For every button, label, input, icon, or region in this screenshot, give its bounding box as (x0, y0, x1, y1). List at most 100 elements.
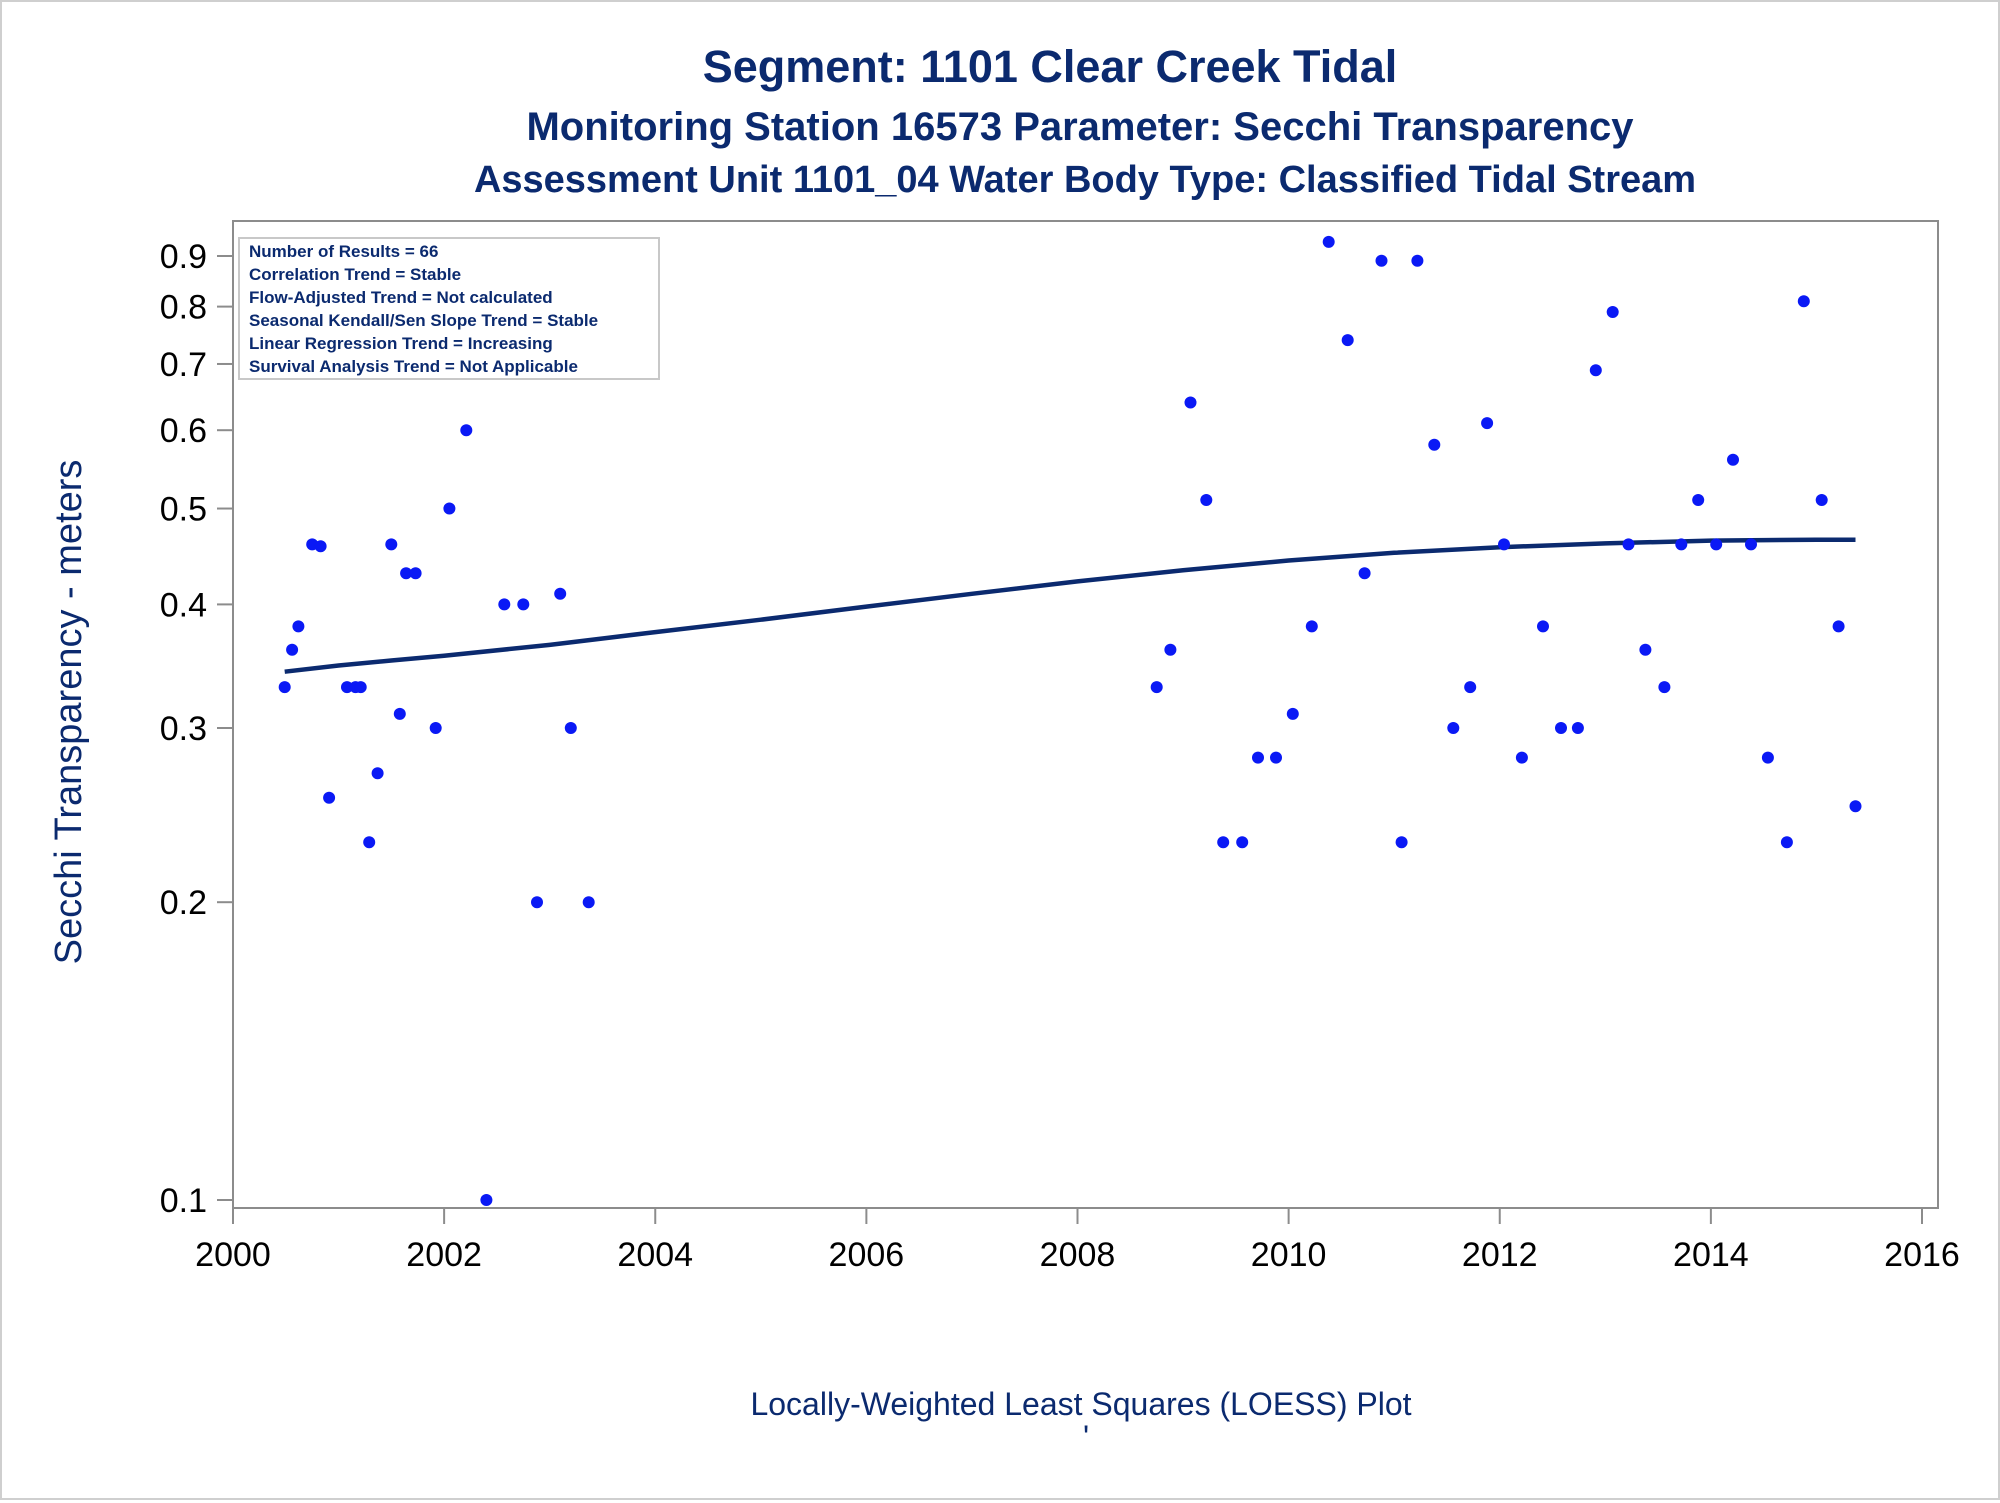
data-point (1164, 643, 1177, 656)
data-point (1358, 567, 1371, 580)
data-point (531, 896, 543, 909)
stats-box: Number of Results = 66 Correlation Trend… (238, 237, 660, 380)
y-tick-label: 0.5 (160, 491, 207, 529)
data-point (1150, 681, 1163, 694)
x-tick-label: 2012 (1462, 1236, 1538, 1274)
data-point (1498, 538, 1510, 551)
data-point (1658, 681, 1671, 694)
data-point (1692, 494, 1705, 506)
data-point (1305, 620, 1318, 633)
data-point (1571, 722, 1584, 734)
plot-footnote-mark: ' (1083, 1419, 1089, 1455)
data-point (1675, 538, 1688, 551)
data-point (409, 567, 422, 580)
data-point (286, 643, 299, 656)
data-point (480, 1194, 493, 1206)
y-tick-label: 0.7 (160, 346, 207, 384)
y-tick-label: 0.6 (160, 412, 207, 450)
plot-footnote: Locally-Weighted Least Squares (LOESS) P… (750, 1386, 1411, 1422)
stats-box-border (238, 237, 660, 380)
data-point (1252, 751, 1264, 764)
chart-subtitle-assessment: Assessment Unit 1101_04 Water Body Type:… (474, 159, 1696, 201)
data-point (1481, 417, 1494, 430)
data-point (429, 722, 442, 734)
data-point (1184, 396, 1197, 409)
data-point (498, 598, 511, 611)
data-point (1815, 494, 1828, 506)
stats-linear-regression-trend: Linear Regression Trend = Increasing (249, 334, 553, 353)
y-axis: 0.1 0.2 0.3 0.4 0.5 0.6 0.7 0.8 0.9 (160, 238, 233, 1220)
data-point (323, 791, 336, 804)
data-point (1727, 453, 1739, 466)
chart-title: Segment: 1101 Clear Creek Tidal (703, 41, 1398, 92)
y-tick-label: 0.4 (160, 586, 207, 624)
data-point (1849, 800, 1862, 813)
data-point (564, 722, 577, 734)
data-point (393, 707, 406, 720)
data-point (314, 540, 327, 553)
data-point (1515, 751, 1528, 764)
data-point (1464, 681, 1477, 694)
data-point (1710, 538, 1723, 551)
stats-survival-analysis-trend: Survival Analysis Trend = Not Applicable (249, 357, 578, 376)
data-point (1761, 751, 1774, 764)
y-tick-label: 0.2 (160, 884, 207, 922)
data-point (278, 681, 291, 694)
data-point (1322, 235, 1335, 248)
data-point (1200, 494, 1213, 506)
data-point (1375, 254, 1388, 267)
data-point (1780, 836, 1793, 849)
data-point (1286, 707, 1299, 720)
stats-seasonal-kendall-trend: Seasonal Kendall/Sen Slope Trend = Stabl… (249, 311, 598, 330)
data-point (582, 896, 595, 909)
plot-area (232, 220, 1939, 1209)
data-point (1428, 438, 1441, 451)
data-point (1797, 295, 1810, 308)
data-points (278, 235, 1862, 1206)
stats-number-of-results: Number of Results = 66 (249, 242, 438, 261)
data-point (1447, 722, 1460, 734)
x-tick-label: 2016 (1884, 1236, 1960, 1274)
data-point (517, 598, 530, 611)
data-point (554, 587, 567, 600)
data-point (1745, 538, 1757, 551)
data-point (385, 538, 398, 551)
data-point (1832, 620, 1845, 633)
data-point (363, 836, 376, 849)
y-axis-title: Secchi Transparency - meters (48, 460, 90, 965)
y-tick-label: 0.8 (160, 289, 207, 327)
data-point (1411, 254, 1424, 267)
data-point (341, 681, 353, 694)
data-point (1537, 620, 1549, 633)
x-tick-label: 2002 (406, 1236, 482, 1274)
data-point (1217, 836, 1230, 849)
data-point (371, 767, 384, 780)
x-tick-label: 2014 (1673, 1236, 1749, 1274)
x-tick-label: 2004 (617, 1236, 693, 1274)
data-point (1606, 306, 1619, 318)
data-point (1589, 364, 1602, 377)
y-tick-label: 0.9 (160, 238, 207, 276)
data-point (1236, 836, 1249, 849)
data-point (292, 620, 305, 633)
data-point (1555, 722, 1567, 734)
x-tick-label: 2000 (195, 1236, 271, 1274)
y-tick-label: 0.1 (160, 1182, 207, 1220)
x-tick-label: 2006 (829, 1236, 905, 1274)
data-point (460, 424, 473, 437)
chart-subtitle-station: Monitoring Station 16573 Parameter: Secc… (526, 105, 1634, 149)
data-point (1639, 643, 1652, 656)
data-point (400, 567, 413, 580)
data-point (443, 502, 456, 515)
stats-correlation-trend: Correlation Trend = Stable (249, 265, 461, 284)
y-tick-label: 0.3 (160, 710, 207, 748)
x-axis: 2000 2002 2004 2006 2008 2010 2012 2014 2016 (195, 1208, 1960, 1274)
data-point (1622, 538, 1635, 551)
x-tick-label: 2010 (1251, 1236, 1327, 1274)
data-point (1270, 751, 1282, 764)
x-tick-label: 2008 (1040, 1236, 1116, 1274)
data-point (1395, 836, 1408, 849)
stats-flow-adjusted-trend: Flow-Adjusted Trend = Not calculated (249, 288, 553, 307)
